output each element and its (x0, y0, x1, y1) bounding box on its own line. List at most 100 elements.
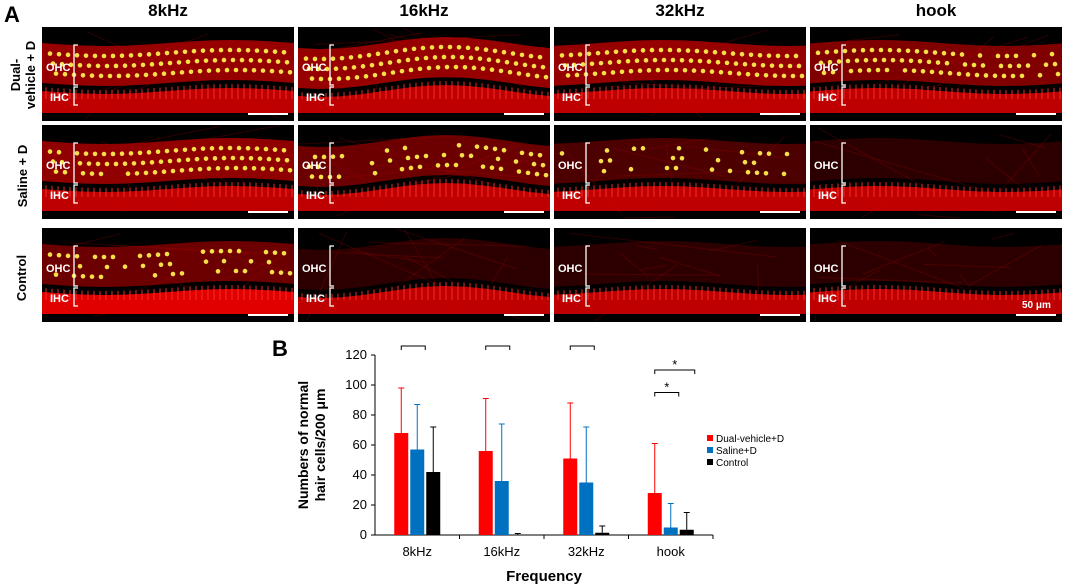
region-bracket (841, 245, 846, 307)
y-axis-title: Numbers of normalhair cells/200 μm (295, 381, 328, 509)
significance-bracket (654, 392, 680, 397)
region-bracket (329, 142, 334, 204)
micrograph-2-1: OHC IHC (42, 125, 294, 219)
region-bracket (585, 44, 590, 106)
micrograph-2-2: OHC IHC (298, 125, 550, 219)
bar (647, 493, 662, 535)
micrograph-image (554, 135, 806, 219)
row-label-line: vehicle + D (23, 40, 38, 110)
scale-bar (1016, 211, 1056, 213)
ihc-label: IHC (562, 293, 581, 305)
bar-chart: 0 20 40 60 80 100 120 Numbers of normalhair cel… (295, 345, 784, 585)
ihc-label: IHC (50, 190, 69, 202)
column-header-3: 32kHz (655, 1, 705, 20)
x-axis-title: Frequency (506, 568, 583, 585)
micrograph-3-4: OHC IHC 50 μm (810, 228, 1062, 322)
micrograph-1-3: OHC IHC (554, 27, 806, 121)
region-bracket (841, 44, 846, 106)
ihc-label: IHC (562, 190, 581, 202)
significance-marker: * (664, 380, 669, 395)
micrograph-image (298, 228, 550, 321)
legend-label: Dual-vehicle+D (716, 434, 784, 445)
ohc-label: OHC (46, 263, 71, 275)
bar (679, 529, 694, 535)
ihc-label: IHC (818, 92, 837, 104)
y-tick-label: 60 (353, 437, 367, 452)
legend-swatch (707, 435, 713, 441)
row-label-control: Control (14, 254, 29, 302)
region-bracket (585, 245, 590, 307)
x-tick-label: 8kHz (402, 544, 432, 559)
region-bracket (329, 245, 334, 307)
column-header-1: 8kHz (148, 1, 188, 20)
region-bracket (73, 142, 78, 204)
region-bracket (329, 44, 334, 106)
ihc-label: IHC (818, 293, 837, 305)
bar (595, 532, 610, 535)
ohc-label: OHC (814, 160, 839, 172)
micrograph-1-4: OHC IHC (810, 27, 1062, 121)
ohc-label: OHC (46, 62, 71, 74)
ohc-label: OHC (814, 263, 839, 275)
y-axis-title-line: hair cells/200 μm (312, 389, 328, 502)
scale-bar (1016, 113, 1056, 115)
scale-bar (504, 113, 544, 115)
row-label-dual-vehicle: Dual- vehicle + D (8, 25, 38, 125)
legend-label: Control (716, 458, 748, 469)
micrograph-image (554, 29, 806, 119)
micrograph-image (42, 233, 294, 317)
scale-bar (760, 113, 800, 115)
ihc-label: IHC (818, 190, 837, 202)
significance-bracket (400, 345, 426, 350)
y-tick-label: 20 (353, 497, 367, 512)
micrograph-1-2: OHC IHC (298, 27, 550, 121)
y-tick-label: 120 (345, 347, 367, 362)
micrograph-image (298, 27, 550, 113)
region-bracket (841, 142, 846, 204)
scale-bar (504, 211, 544, 213)
legend-swatch (707, 459, 713, 465)
significance-bracket (485, 345, 511, 350)
scale-bar (760, 211, 800, 213)
micrograph-image (42, 125, 294, 218)
ohc-label: OHC (46, 160, 71, 172)
significance-marker: * (672, 357, 677, 372)
ohc-label: OHC (558, 160, 583, 172)
micrograph-image (554, 232, 806, 322)
ohc-label: OHC (558, 263, 583, 275)
bar (478, 451, 493, 535)
y-tick-label: 40 (353, 467, 367, 482)
legend-swatch (707, 447, 713, 453)
ihc-label: IHC (306, 92, 325, 104)
bar (410, 449, 425, 535)
significance-bracket (569, 345, 595, 350)
micrograph-3-1: OHC IHC (42, 228, 294, 322)
ihc-label: IHC (50, 293, 69, 305)
y-tick-label: 100 (345, 377, 367, 392)
ohc-label: OHC (302, 160, 327, 172)
y-tick-label: 0 (360, 527, 367, 542)
significance-marker: * (411, 345, 416, 348)
significance-bracket (654, 369, 696, 374)
ihc-label: IHC (306, 293, 325, 305)
bar (494, 481, 509, 535)
micrograph-image (810, 232, 1062, 322)
y-tick-label: 80 (353, 407, 367, 422)
region-bracket (585, 142, 590, 204)
micrograph-3-3: OHC IHC (554, 228, 806, 322)
scale-bar (248, 211, 288, 213)
legend-label: Saline+D (716, 446, 757, 457)
ohc-label: OHC (558, 62, 583, 74)
bar (663, 527, 678, 535)
panel-a-letter: A (4, 2, 20, 27)
x-tick-label: hook (657, 544, 686, 559)
scale-bar (248, 113, 288, 115)
column-header-2: 16kHz (399, 1, 449, 20)
scale-bar (760, 314, 800, 316)
ohc-label: OHC (302, 263, 327, 275)
ihc-label: IHC (306, 190, 325, 202)
bar (426, 472, 441, 535)
y-axis-title-line: Numbers of normal (295, 381, 311, 509)
region-bracket (73, 44, 78, 106)
ohc-label: OHC (814, 62, 839, 74)
